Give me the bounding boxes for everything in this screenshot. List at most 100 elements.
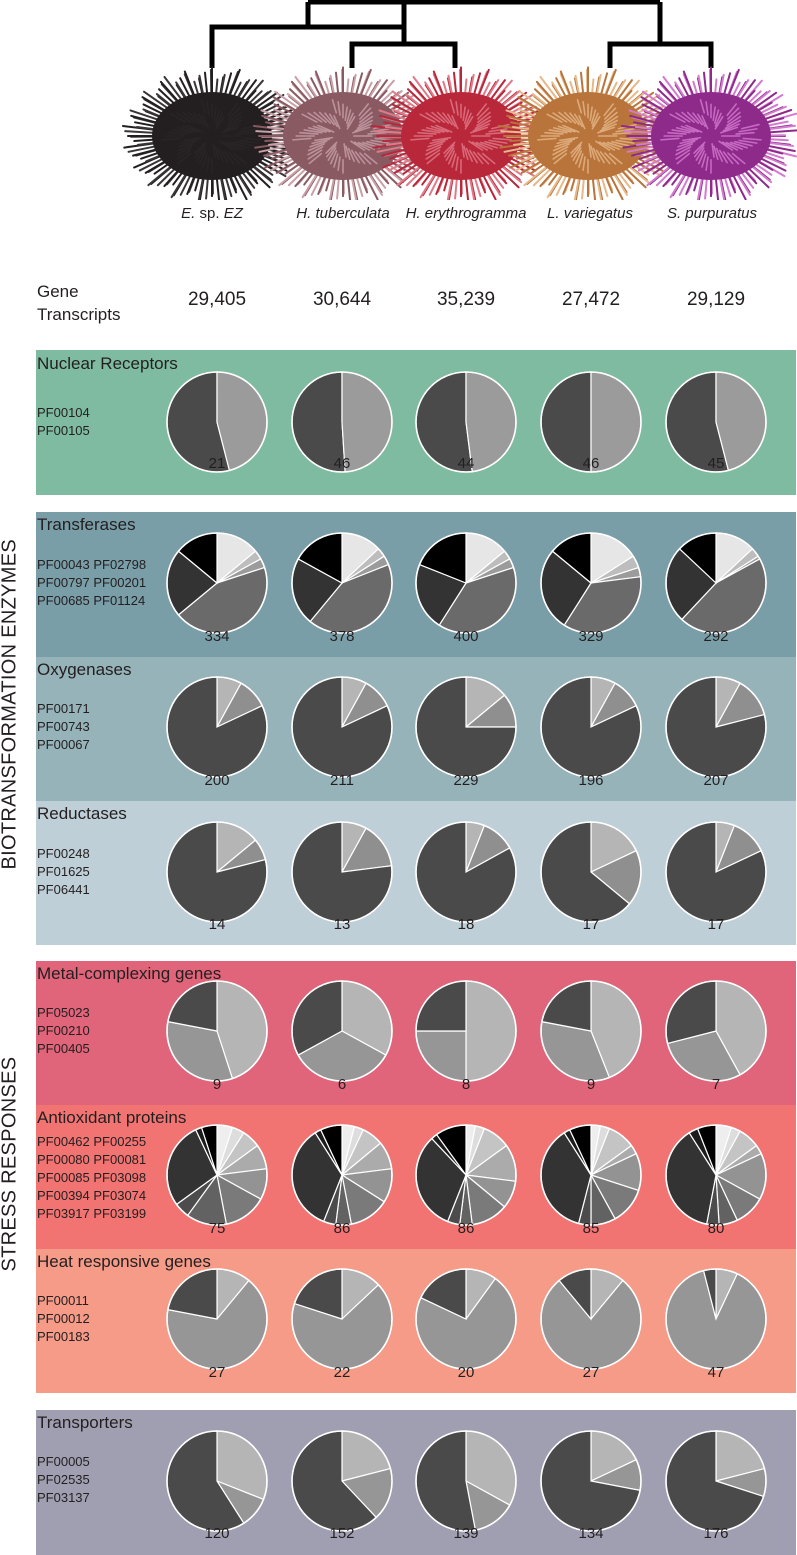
gene-count-s-purpuratus: 29,129: [686, 289, 746, 310]
pie-antioxidant-0: [166, 1124, 268, 1226]
pie-reductases-3: [540, 821, 642, 923]
pie-count-nuclear-2: 44: [457, 455, 475, 472]
pie-count-oxygenases-3: 196: [578, 772, 604, 789]
gene-count-l-variegatus: 27,472: [561, 289, 621, 310]
pie-metal-0: [166, 980, 268, 1082]
gene-count-h-tuberculata: 30,644: [312, 289, 372, 310]
pie-count-reductases-3: 17: [582, 916, 600, 933]
codes-transferases: PF00043 PF02798 PF00797 PF00201 PF00685 …: [37, 557, 147, 608]
title-transferases: Transferases: [37, 515, 136, 534]
phylogenetic-tree: [209, 0, 714, 68]
pie-oxygenases-3: [540, 676, 642, 778]
codes-heat-responsive: PF00011 PF00012 PF00183: [37, 1293, 90, 1344]
gene-count-h-erythrogramma: 35,239: [436, 289, 496, 310]
pie-count-metal-4: 7: [711, 1076, 721, 1093]
pie-transporters-2: [415, 1430, 517, 1532]
species-label-h-erythrogramma: H. erythrogramma: [405, 205, 527, 222]
pie-transferases-0: [166, 532, 268, 634]
pie-transferases-3: [540, 532, 642, 634]
pie-antioxidant-1: [291, 1124, 393, 1226]
pie-metal-1: [291, 980, 393, 1082]
pie-heat-1: [291, 1268, 393, 1370]
pie-count-nuclear-3: 46: [582, 455, 600, 472]
pie-transporters-0: [166, 1430, 268, 1532]
species-label-s-purpuratus: S. purpuratus: [666, 205, 758, 222]
pie-transporters-3: [540, 1430, 642, 1532]
codes-reductases: PF00248 PF01625 PF06441: [37, 846, 90, 897]
pie-count-nuclear-1: 46: [333, 455, 351, 472]
title-heat-responsive: Heat responsive genes: [37, 1252, 211, 1271]
pie-count-reductases-1: 13: [333, 916, 351, 933]
pie-reductases-2: [415, 821, 517, 923]
pie-count-transporters-3: 134: [578, 1525, 604, 1542]
pie-antioxidant-3: [540, 1124, 642, 1226]
pie-transferases-1: [291, 532, 393, 634]
pie-count-transferases-2: 400: [453, 628, 479, 645]
pie-count-transferases-0: 334: [204, 628, 230, 645]
pie-count-transferases-4: 292: [703, 628, 729, 645]
pie-transferases-2: [415, 532, 517, 634]
pie-nuclear-2: [415, 371, 517, 473]
pie-count-transporters-1: 152: [329, 1525, 355, 1542]
title-metal-complexing: Metal-complexing genes: [37, 964, 222, 983]
title-nuclear-receptors: Nuclear Receptors: [37, 354, 178, 373]
pie-nuclear-4: [665, 371, 767, 473]
pie-count-nuclear-0: 21: [208, 455, 226, 472]
codes-transporters: PF00005 PF02535 PF03137: [37, 1454, 90, 1505]
pie-count-metal-1: 6: [337, 1076, 347, 1093]
pie-slice: [167, 1268, 218, 1320]
title-transporters: Transporters: [37, 1413, 133, 1432]
pie-transferases-4: [665, 532, 767, 634]
pie-count-heat-0: 27: [208, 1364, 226, 1381]
urchin-4: [620, 66, 797, 200]
pie-count-oxygenases-4: 207: [703, 772, 729, 789]
pie-metal-3: [540, 980, 642, 1082]
pie-heat-2: [415, 1268, 517, 1370]
codes-nuclear-receptors: PF00104 PF00105: [37, 405, 90, 438]
pie-oxygenases-2: [415, 676, 517, 778]
codes-oxygenases: PF00171 PF00743 PF00067: [37, 701, 90, 752]
pie-count-metal-2: 8: [461, 1076, 471, 1093]
pie-oxygenases-0: [166, 676, 268, 778]
pie-count-transferases-3: 329: [578, 628, 604, 645]
pie-count-antioxidant-2: 86: [457, 1220, 475, 1237]
urchin-1: [252, 66, 432, 200]
gene-count-e-sp-ez: 29,405: [187, 289, 247, 310]
pie-heat-0: [166, 1268, 268, 1370]
title-antioxidant: Antioxidant proteins: [37, 1108, 187, 1127]
species-label-h-tuberculata: H. tuberculata: [296, 205, 390, 222]
pie-count-reductases-4: 17: [707, 916, 725, 933]
pie-reductases-1: [291, 821, 393, 923]
pie-count-transporters-2: 139: [453, 1525, 479, 1542]
pie-count-heat-2: 20: [457, 1364, 475, 1381]
pie-nuclear-3: [540, 371, 642, 473]
pie-metal-4: [665, 980, 767, 1082]
pie-count-heat-1: 22: [333, 1364, 351, 1381]
pie-antioxidant-2: [415, 1124, 517, 1226]
pie-count-antioxidant-3: 85: [582, 1220, 600, 1237]
title-oxygenases: Oxygenases: [37, 660, 132, 679]
pie-count-transferases-1: 378: [329, 628, 355, 645]
pie-metal-2: [415, 980, 517, 1082]
pie-count-heat-3: 27: [582, 1364, 600, 1381]
pie-count-metal-0: 9: [212, 1076, 222, 1093]
pie-count-reductases-0: 14: [208, 916, 226, 933]
codes-antioxidant: PF00462 PF00255 PF00080 PF00081 PF00085 …: [37, 1134, 147, 1221]
pie-slice: [167, 980, 218, 1032]
gene-transcripts-label: Gene Transcripts: [37, 282, 121, 324]
pie-count-nuclear-4: 45: [707, 455, 725, 472]
pie-slice: [465, 980, 517, 1082]
pie-transporters-4: [665, 1430, 767, 1532]
pie-count-transporters-0: 120: [204, 1525, 230, 1542]
species-label-e-sp-ez: E. sp. EZ: [181, 205, 243, 222]
pie-reductases-4: [665, 821, 767, 923]
pie-oxygenases-1: [291, 676, 393, 778]
pie-count-antioxidant-1: 86: [333, 1220, 351, 1237]
pie-count-metal-3: 9: [586, 1076, 596, 1093]
pie-reductases-0: [166, 821, 268, 923]
pie-count-heat-4: 47: [707, 1364, 725, 1381]
pie-nuclear-1: [291, 371, 393, 473]
pie-heat-4: [665, 1268, 767, 1370]
title-reductases: Reductases: [37, 804, 127, 823]
